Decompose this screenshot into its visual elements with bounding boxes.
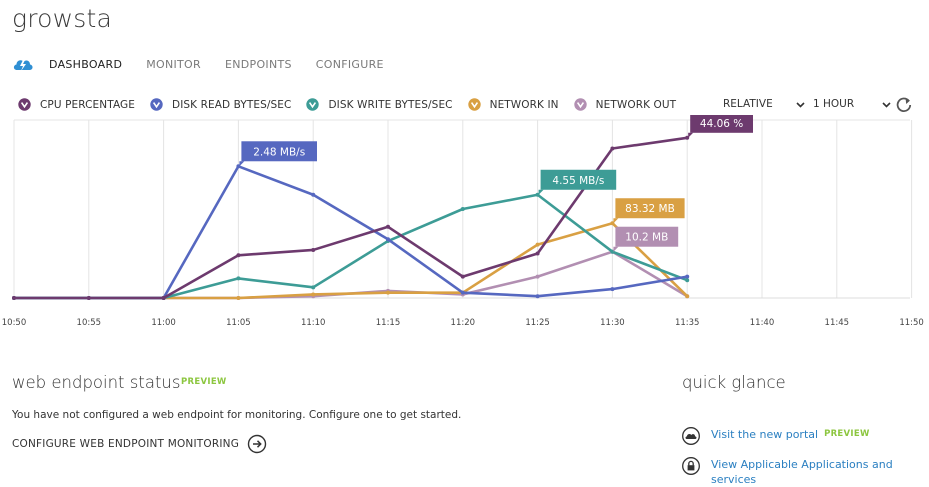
callout-network-out: 10.2 MB	[613, 226, 679, 252]
check-circle-icon	[573, 98, 587, 111]
series-point	[535, 294, 540, 299]
app-title: growsta	[12, 4, 113, 33]
view-applicable-apps-link[interactable]: View Applicable Applications and service…	[682, 457, 917, 487]
series-point	[460, 274, 465, 279]
callout-value: 4.55 MB/s	[552, 175, 604, 187]
chart-series	[12, 135, 690, 300]
web-endpoint-description: You have not configured a web endpoint f…	[12, 409, 462, 421]
tab-endpoints[interactable]: ENDPOINTS	[224, 57, 292, 71]
series-point	[460, 290, 465, 295]
x-tick-label: 11:40	[750, 318, 775, 328]
callout-value: 44.06 %	[700, 118, 743, 130]
series-point	[12, 296, 16, 300]
legend-network-in[interactable]: NETWORK IN	[467, 98, 559, 111]
x-tick-label: 11:10	[301, 318, 326, 328]
series-point	[386, 224, 390, 229]
series-point	[386, 237, 390, 242]
series-point	[236, 253, 241, 258]
legend-disk-write[interactable]: DISK WRITE BYTES/SEC	[306, 98, 453, 111]
series-point	[311, 192, 316, 197]
visit-new-portal-label: Visit the new portal	[711, 428, 819, 441]
lock-icon	[682, 457, 700, 475]
callout-value: 10.2 MB	[625, 232, 668, 244]
series-point	[535, 242, 540, 247]
x-tick-label: 11:25	[525, 318, 550, 328]
series-line-disk-write-bytes-sec	[14, 193, 688, 300]
series-point	[610, 287, 615, 292]
check-circle-icon	[467, 98, 481, 111]
check-circle-icon	[150, 98, 163, 111]
web-endpoint-preview-badge: PREVIEW	[181, 377, 227, 387]
x-tick-label: 10:55	[77, 318, 102, 328]
series-point	[535, 251, 540, 256]
chevron-down-icon	[796, 101, 805, 108]
refresh-icon[interactable]	[895, 96, 913, 114]
legend-network-out[interactable]: NETWORK OUT	[573, 98, 677, 111]
callout-cpu-percentage: 44.06 %	[688, 115, 753, 138]
visit-new-portal-link[interactable]: Visit the new portal PREVIEW	[682, 427, 870, 445]
series-point	[311, 247, 316, 252]
arrow-right-circle-icon	[247, 434, 267, 454]
series-point	[610, 146, 615, 151]
range-mode-select[interactable]: RELATIVE	[723, 98, 806, 110]
series-line-cpu-percentage	[14, 136, 688, 300]
legend-label: CPU PERCENTAGE	[40, 98, 136, 111]
series-point	[685, 278, 690, 283]
callout-value: 2.48 MB/s	[253, 146, 305, 158]
callout-disk-write-bytes-sec: 4.55 MB/s	[538, 169, 617, 195]
web-endpoint-title: web endpoint status	[12, 373, 181, 392]
x-tick-label: 11:15	[376, 318, 401, 328]
legend-label: DISK WRITE BYTES/SEC	[328, 98, 453, 111]
x-tick-label: 11:20	[451, 318, 476, 328]
tab-monitor[interactable]: MONITOR	[146, 57, 201, 71]
chart-legend: CPU PERCENTAGE DISK READ BYTES/SEC DISK …	[18, 98, 691, 111]
view-applicable-apps-label: View Applicable Applications and service…	[711, 458, 893, 486]
series-point	[386, 290, 390, 295]
range-mode-value: RELATIVE	[723, 98, 773, 110]
series-point	[460, 207, 465, 211]
legend-label: NETWORK OUT	[595, 98, 677, 111]
time-span-select[interactable]: 1 HOUR	[813, 98, 892, 110]
check-circle-icon	[18, 98, 31, 111]
series-point	[236, 296, 241, 300]
callout-disk-read-bytes-sec: 2.48 MB/s	[239, 141, 317, 167]
x-tick-label: 11:35	[675, 318, 700, 328]
callout-network-in: 83.32 MB	[613, 198, 685, 224]
metrics-chart: 10:50 10:55 11:00 11:05 11:10 11:15 11:20 11:25…	[2, 115, 924, 328]
series-point	[236, 276, 241, 281]
x-tick-label: 11:50	[899, 318, 924, 328]
series-point	[685, 274, 690, 279]
series-point	[535, 274, 540, 279]
x-tick-label: 11:45	[825, 318, 850, 328]
main-nav: DASHBOARD MONITOR ENDPOINTS CONFIGURE	[12, 56, 408, 72]
chevron-down-icon	[882, 101, 891, 108]
chart-callouts: 44.06 % 2.48 MB/s 4.55 MB/s 83.32 MB 10.2 MB	[239, 115, 753, 252]
web-app-logo-icon	[13, 60, 33, 71]
tab-configure[interactable]: CONFIGURE	[315, 57, 384, 71]
portal-preview-badge: PREVIEW	[824, 429, 870, 439]
series-point	[311, 292, 316, 297]
check-circle-icon	[306, 98, 320, 111]
x-tick-label: 10:50	[2, 318, 27, 328]
quick-glance-title: quick glance	[682, 373, 786, 392]
series-point	[685, 294, 690, 299]
legend-label: NETWORK IN	[489, 98, 559, 111]
configure-web-endpoint-button[interactable]: CONFIGURE WEB ENDPOINT MONITORING	[12, 434, 267, 454]
series-point	[86, 296, 91, 300]
callout-value: 83.32 MB	[625, 203, 675, 215]
configure-web-endpoint-label: CONFIGURE WEB ENDPOINT MONITORING	[12, 438, 240, 450]
x-tick-label: 11:00	[151, 318, 176, 328]
x-tick-label: 11:30	[600, 318, 625, 328]
series-point	[311, 285, 316, 290]
tab-dashboard[interactable]: DASHBOARD	[49, 57, 123, 71]
x-tick-label: 11:05	[226, 318, 251, 328]
time-span-value: 1 HOUR	[813, 98, 855, 110]
legend-cpu-percentage[interactable]: CPU PERCENTAGE	[18, 98, 135, 111]
legend-disk-read[interactable]: DISK READ BYTES/SEC	[150, 98, 291, 111]
cloud-icon	[682, 427, 700, 445]
series-point	[161, 296, 166, 300]
legend-label: DISK READ BYTES/SEC	[172, 98, 292, 111]
chart-x-ticks: 10:50 10:55 11:00 11:05 11:10 11:15 11:20 11:25…	[2, 318, 924, 328]
